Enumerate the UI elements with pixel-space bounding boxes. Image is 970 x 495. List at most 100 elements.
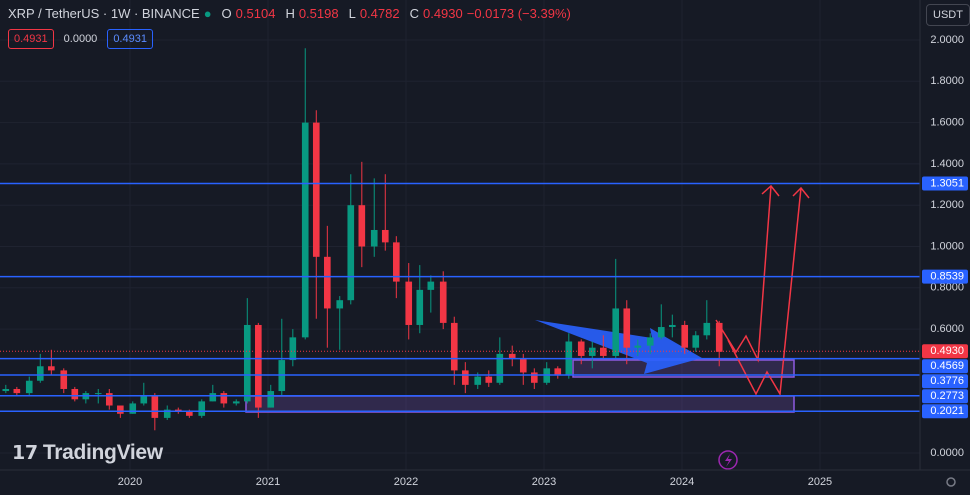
alert-icon[interactable] bbox=[718, 450, 738, 470]
candle-body bbox=[681, 324, 689, 348]
y-tick-label: 1.6000 bbox=[930, 117, 964, 129]
candle-body bbox=[646, 337, 654, 346]
order-panel: 0.4931 0.0000 0.4931 bbox=[8, 29, 153, 49]
candle-body bbox=[232, 401, 240, 404]
candle-body bbox=[71, 388, 79, 400]
candle-body bbox=[117, 405, 124, 414]
price-badge-label: 0.2021 bbox=[930, 405, 964, 417]
candle-body bbox=[358, 205, 366, 247]
arrow-head bbox=[792, 186, 810, 199]
candle-body bbox=[209, 393, 217, 402]
x-tick-label: 2025 bbox=[808, 476, 832, 488]
candle-body bbox=[599, 347, 607, 356]
dot: ● bbox=[203, 6, 212, 21]
zone bbox=[245, 395, 795, 413]
candle-body bbox=[623, 308, 631, 348]
price-badge-label: 0.3776 bbox=[930, 375, 964, 387]
price-badge bbox=[922, 389, 968, 404]
candle-body bbox=[289, 337, 297, 361]
candle-body bbox=[140, 395, 148, 404]
sell-button[interactable]: 0.4931 bbox=[8, 29, 54, 49]
y-tick-label: 0.6000 bbox=[930, 323, 964, 335]
price-badge bbox=[922, 359, 968, 374]
symbol: XRP / TetherUS · 1W · BINANCE bbox=[8, 6, 200, 21]
candle-body bbox=[393, 242, 400, 282]
candle-body bbox=[692, 335, 700, 348]
projection bbox=[727, 187, 802, 397]
candle-body bbox=[427, 281, 435, 290]
candle-body bbox=[405, 281, 413, 325]
candle-body bbox=[370, 229, 378, 247]
y-tick-label: 1.2000 bbox=[930, 199, 964, 211]
price-badge bbox=[922, 176, 968, 191]
candle-body bbox=[13, 388, 21, 394]
label: H bbox=[285, 6, 295, 21]
candle-body bbox=[588, 347, 596, 356]
candle-body bbox=[577, 341, 585, 356]
x-tick-label: 2023 bbox=[532, 476, 556, 488]
alert-icon bbox=[725, 454, 732, 467]
candle-body bbox=[243, 324, 251, 402]
arrow-head bbox=[761, 184, 780, 197]
candle-body bbox=[336, 300, 344, 309]
price-badge-label: 0.4569 bbox=[930, 360, 964, 372]
candle-body bbox=[220, 393, 228, 404]
buy-button[interactable]: 0.4931 bbox=[107, 29, 153, 49]
candle-body bbox=[634, 345, 642, 348]
candle-body bbox=[715, 322, 723, 352]
candle-body bbox=[462, 370, 469, 385]
y-tick-label: 1.0000 bbox=[930, 240, 964, 252]
change: −0.0173 (−3.39%) bbox=[466, 6, 571, 21]
price-badge-label: 0.2773 bbox=[930, 390, 964, 402]
logo-mark: ⁠𝟭𝟳 bbox=[12, 443, 43, 464]
candle-body bbox=[450, 322, 458, 371]
candle-body bbox=[94, 393, 102, 395]
legend: XRP / TetherUS · 1W · BINANCE ● O 0.5104 … bbox=[8, 6, 571, 21]
candle-body bbox=[186, 411, 193, 416]
label: L bbox=[348, 6, 356, 21]
y-tick-label: 0.8000 bbox=[930, 282, 964, 294]
candle-body bbox=[508, 353, 516, 359]
price-badge bbox=[922, 344, 968, 359]
settings-icon[interactable] bbox=[946, 477, 956, 487]
candle-body bbox=[312, 122, 320, 257]
candle-body bbox=[703, 322, 711, 336]
candle-body bbox=[416, 289, 424, 325]
candle-body bbox=[381, 229, 389, 243]
candle-body bbox=[347, 205, 355, 301]
x-tick-label: 2021 bbox=[256, 476, 280, 488]
candle-body bbox=[151, 395, 159, 418]
candle-body bbox=[657, 327, 665, 338]
candle-body bbox=[474, 376, 482, 385]
x-tick-label: 2020 bbox=[118, 476, 142, 488]
candle-body bbox=[612, 308, 620, 356]
candle-body bbox=[554, 368, 562, 375]
candle-body bbox=[668, 324, 676, 328]
spread: 0.0000 bbox=[63, 33, 98, 45]
value: 0.4782 bbox=[359, 6, 400, 21]
candle-body bbox=[2, 388, 10, 392]
candle-body bbox=[129, 403, 137, 414]
candle-body bbox=[267, 391, 275, 408]
candle-body bbox=[530, 372, 538, 383]
label: C bbox=[409, 6, 419, 21]
candle-body bbox=[36, 366, 44, 381]
candle-body bbox=[25, 380, 33, 394]
x-tick-label: 2022 bbox=[394, 476, 418, 488]
y-tick-label: 2.0000 bbox=[930, 34, 964, 46]
currency-button[interactable]: USDT bbox=[926, 4, 970, 26]
candle-body bbox=[163, 409, 171, 418]
candle-body bbox=[324, 256, 331, 309]
price-badge bbox=[922, 404, 968, 419]
label: O bbox=[221, 6, 232, 21]
candle-body bbox=[48, 366, 55, 371]
candle-body bbox=[439, 281, 447, 323]
price-badge-label: 0.8539 bbox=[930, 271, 964, 283]
projection bbox=[715, 185, 772, 363]
candle-body bbox=[60, 370, 68, 389]
candle-body bbox=[519, 358, 527, 373]
candle-body bbox=[198, 401, 206, 416]
x-tick-label: 2024 bbox=[670, 476, 694, 488]
